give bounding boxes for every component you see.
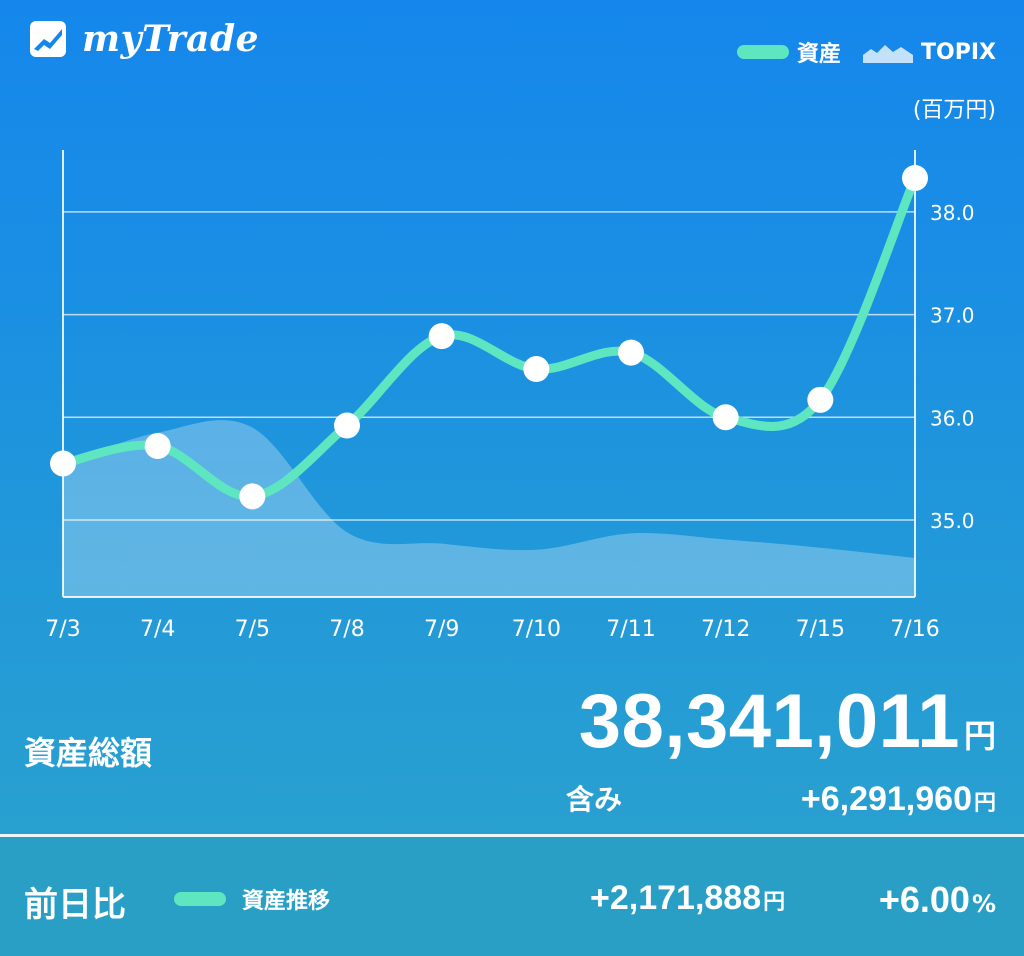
mountain-area-icon [863, 45, 914, 63]
asset-trend-line-icon [174, 892, 226, 906]
asset-trend-label: 資産推移 [242, 889, 331, 914]
header: myTrade 資産 TOPIX (百万円) [0, 0, 1024, 140]
asset-point-7/4 [144, 433, 171, 460]
unrealized-label: 含み [566, 783, 623, 816]
summary-panel: 資産総額 38,341,011 円 含み +6,291,960 円 [0, 672, 1024, 832]
unrealized-gain-unit: 円 [973, 791, 996, 816]
x-tick-label: 7/11 [606, 617, 655, 642]
topix-area [63, 420, 915, 597]
legend-topix-label: TOPIX [921, 39, 996, 65]
total-assets: 38,341,011 円 [579, 678, 996, 765]
asset-point-7/9 [428, 323, 455, 350]
x-tick-label: 7/4 [140, 617, 175, 642]
x-tick-label: 7/10 [512, 617, 561, 642]
daily-change-percent: +6.00 % [879, 879, 996, 921]
asset-point-7/3 [50, 450, 76, 477]
y-tick-label: 35.0 [930, 509, 975, 533]
daily-change-percent-unit: % [971, 890, 996, 918]
daily-change-value: +2,171,888 [590, 879, 762, 917]
daily-change-bar: 前日比 資産推移 +2,171,888 円 +6.00 % [0, 834, 1024, 956]
daily-change-percent-value: +6.00 [878, 879, 970, 920]
asset-point-7/11 [618, 339, 644, 366]
chart-legend: 資産 TOPIX [737, 36, 996, 68]
x-tick-label: 7/12 [701, 617, 750, 642]
y-tick-label: 37.0 [930, 304, 975, 328]
total-assets-label: 資産総額 [24, 734, 153, 772]
total-assets-unit: 円 [963, 717, 996, 755]
legend-item-topix: TOPIX [863, 40, 996, 65]
asset-point-7/12 [712, 404, 739, 431]
total-assets-value: 38,341,011 [578, 679, 960, 764]
asset-chart: 35.0 36.0 37.0 38.0 7/3 7/4 7/5 7/8 7/9 7/10 7/11 7… [45, 150, 975, 642]
legend-asset-label: 資産 [797, 42, 842, 67]
x-tick-label: 7/5 [235, 617, 270, 642]
y-axis-unit: (百万円) [912, 98, 996, 123]
x-tick-label: 7/15 [796, 617, 845, 642]
asset-point-7/15 [807, 386, 834, 413]
x-tick-label: 7/16 [890, 617, 939, 642]
mytrade-logo-icon [30, 21, 66, 57]
app-logo: myTrade [28, 18, 259, 60]
daily-change-unit: 円 [763, 890, 786, 915]
unrealized-gain-value: +6,291,960 [800, 780, 972, 818]
daily-change-amount: +2,171,888 円 [590, 879, 785, 918]
asset-point-7/8 [334, 412, 360, 439]
asset-point-7/10 [523, 356, 550, 383]
y-tick-label: 36.0 [930, 406, 975, 430]
asset-line-icon [737, 45, 789, 59]
asset-point-7/5 [239, 483, 266, 510]
x-tick-label: 7/8 [329, 617, 364, 642]
legend-item-asset: 資産 [737, 36, 841, 68]
asset-trend-legend: 資産推移 [174, 883, 330, 915]
x-tick-label: 7/3 [45, 617, 80, 642]
x-tick-label: 7/9 [424, 617, 459, 642]
asset-point-7/16 [902, 164, 928, 191]
y-tick-label: 38.0 [930, 201, 975, 225]
app-name: myTrade [82, 18, 260, 60]
asset-line [58, 173, 920, 501]
daily-change-label: 前日比 [24, 885, 126, 925]
unrealized-gain: +6,291,960 円 [801, 780, 996, 819]
